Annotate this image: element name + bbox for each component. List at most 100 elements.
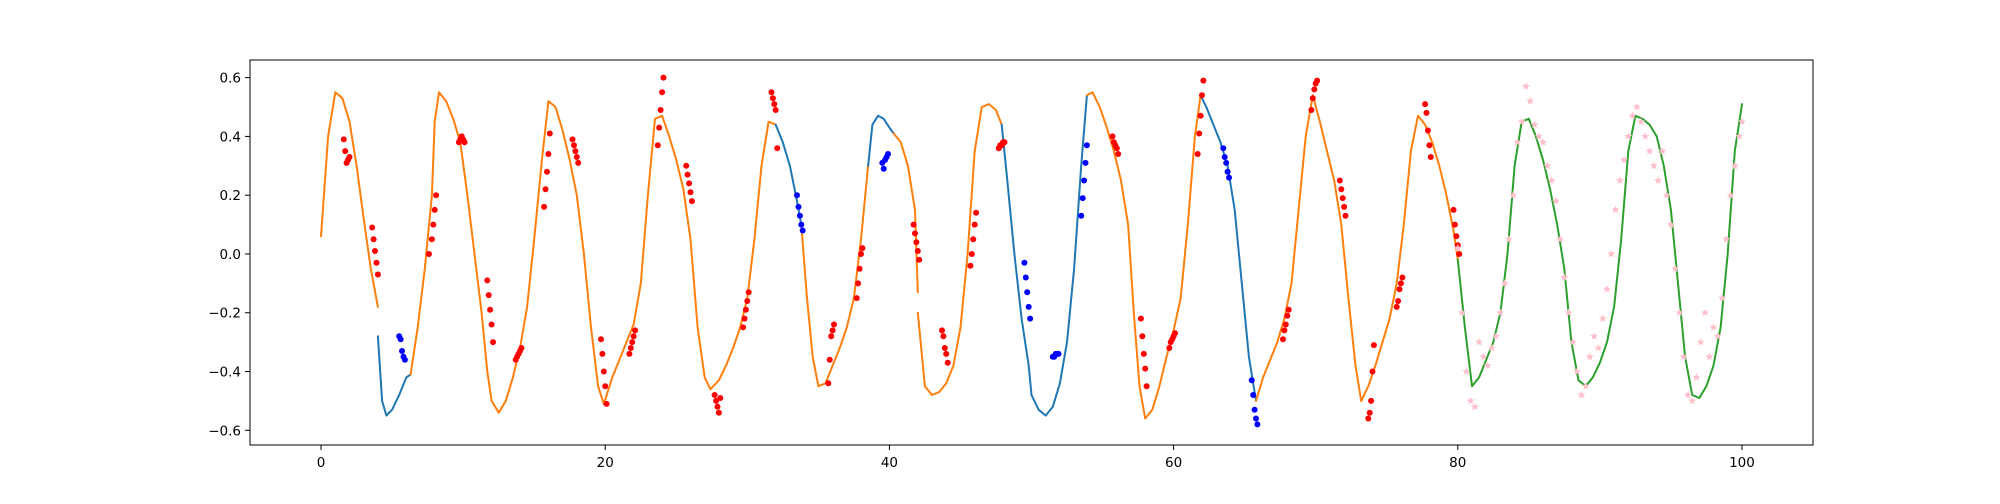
blue-point (1055, 350, 1062, 357)
pink-point (1466, 396, 1475, 405)
red-point (433, 192, 440, 199)
red-point (713, 397, 720, 404)
red-point (683, 162, 690, 169)
red-point (340, 136, 347, 143)
pink-point (1637, 117, 1646, 126)
pink-point (1492, 332, 1501, 340)
pink-point (1696, 337, 1705, 346)
red-point (1166, 345, 1173, 351)
red-point (741, 315, 748, 322)
blue-point (1078, 212, 1085, 219)
red-point (715, 409, 722, 416)
red-point (940, 333, 947, 340)
pink-point (1726, 191, 1735, 199)
blue-point (1250, 392, 1257, 398)
blue-point (795, 203, 802, 210)
red-point (970, 236, 977, 243)
red-point (1453, 233, 1460, 240)
red-point (603, 400, 610, 407)
orange-line-1 (320, 91, 379, 308)
pink-point (1688, 396, 1697, 405)
red-point (744, 298, 751, 304)
red-point (1450, 206, 1457, 213)
blue-point (399, 348, 405, 354)
red-point (1370, 342, 1377, 349)
blue-point (1226, 174, 1232, 181)
orange-line-2 (409, 91, 493, 402)
red-point (1282, 321, 1289, 328)
red-point (973, 209, 980, 216)
red-point (1342, 212, 1349, 219)
blue-point (798, 221, 805, 228)
pink-point (1479, 352, 1488, 361)
red-point (428, 236, 435, 243)
red-point (1311, 86, 1318, 93)
blue-point (1083, 142, 1090, 149)
blue-line-6 (1199, 94, 1257, 402)
red-point (1308, 107, 1315, 113)
pink-point (1641, 132, 1650, 140)
red-point (687, 189, 694, 196)
red-point (1197, 112, 1204, 119)
red-point (912, 230, 918, 237)
pink-point (1509, 191, 1518, 199)
x-tick-label: 100 (1729, 455, 1755, 471)
red-point (571, 142, 577, 149)
orange-line-7 (892, 132, 919, 294)
pink-point (1701, 308, 1709, 317)
pink-point (1624, 132, 1633, 140)
y-axis: −0.6 −0.4 −0.2 0.0 0.2 0.4 0.6 (208, 71, 250, 439)
pink-point (1564, 308, 1573, 317)
red-point (1115, 151, 1122, 157)
red-point (968, 251, 975, 257)
red-point (602, 383, 609, 390)
blue-point (1082, 159, 1089, 166)
red-point (654, 142, 661, 149)
pink-point (1718, 293, 1727, 302)
blue-point (1027, 315, 1034, 322)
red-point (1399, 274, 1406, 281)
blue-point (1248, 377, 1255, 384)
orange-line-5 (709, 120, 777, 391)
red-point (939, 327, 945, 334)
red-point (910, 221, 917, 228)
red-point (1137, 315, 1144, 322)
blue-point (1221, 154, 1228, 160)
red-point (1338, 186, 1345, 193)
red-point (657, 107, 664, 113)
pink-point (1534, 132, 1543, 140)
red-point (1427, 154, 1434, 160)
red-point (711, 392, 718, 398)
red-point (546, 130, 553, 137)
red-point (768, 89, 775, 96)
red-point (740, 324, 747, 331)
pink-point (1620, 155, 1628, 164)
red-point (545, 151, 552, 157)
x-tick-label: 20 (597, 455, 614, 471)
red-point (686, 180, 693, 187)
pink-point (1615, 176, 1624, 184)
red-point (913, 239, 920, 246)
orange-line-8 (916, 103, 1003, 396)
red-point (488, 321, 495, 328)
red-point (487, 306, 494, 313)
pink-points (1453, 82, 1746, 411)
pink-point (1513, 138, 1522, 146)
red-point (1341, 203, 1348, 210)
red-point (599, 350, 606, 357)
y-tick-label: −0.2 (208, 306, 241, 322)
red-point (630, 333, 637, 340)
red-point (1200, 77, 1207, 84)
pink-point (1551, 196, 1560, 205)
red-point (1285, 306, 1292, 313)
red-point (916, 256, 923, 263)
red-point (1196, 130, 1203, 137)
red-point (1314, 77, 1321, 84)
pink-point (1585, 352, 1594, 361)
pink-point (1675, 308, 1684, 317)
red-point (629, 339, 636, 346)
red-point (1142, 365, 1149, 372)
red-point (1393, 303, 1400, 310)
